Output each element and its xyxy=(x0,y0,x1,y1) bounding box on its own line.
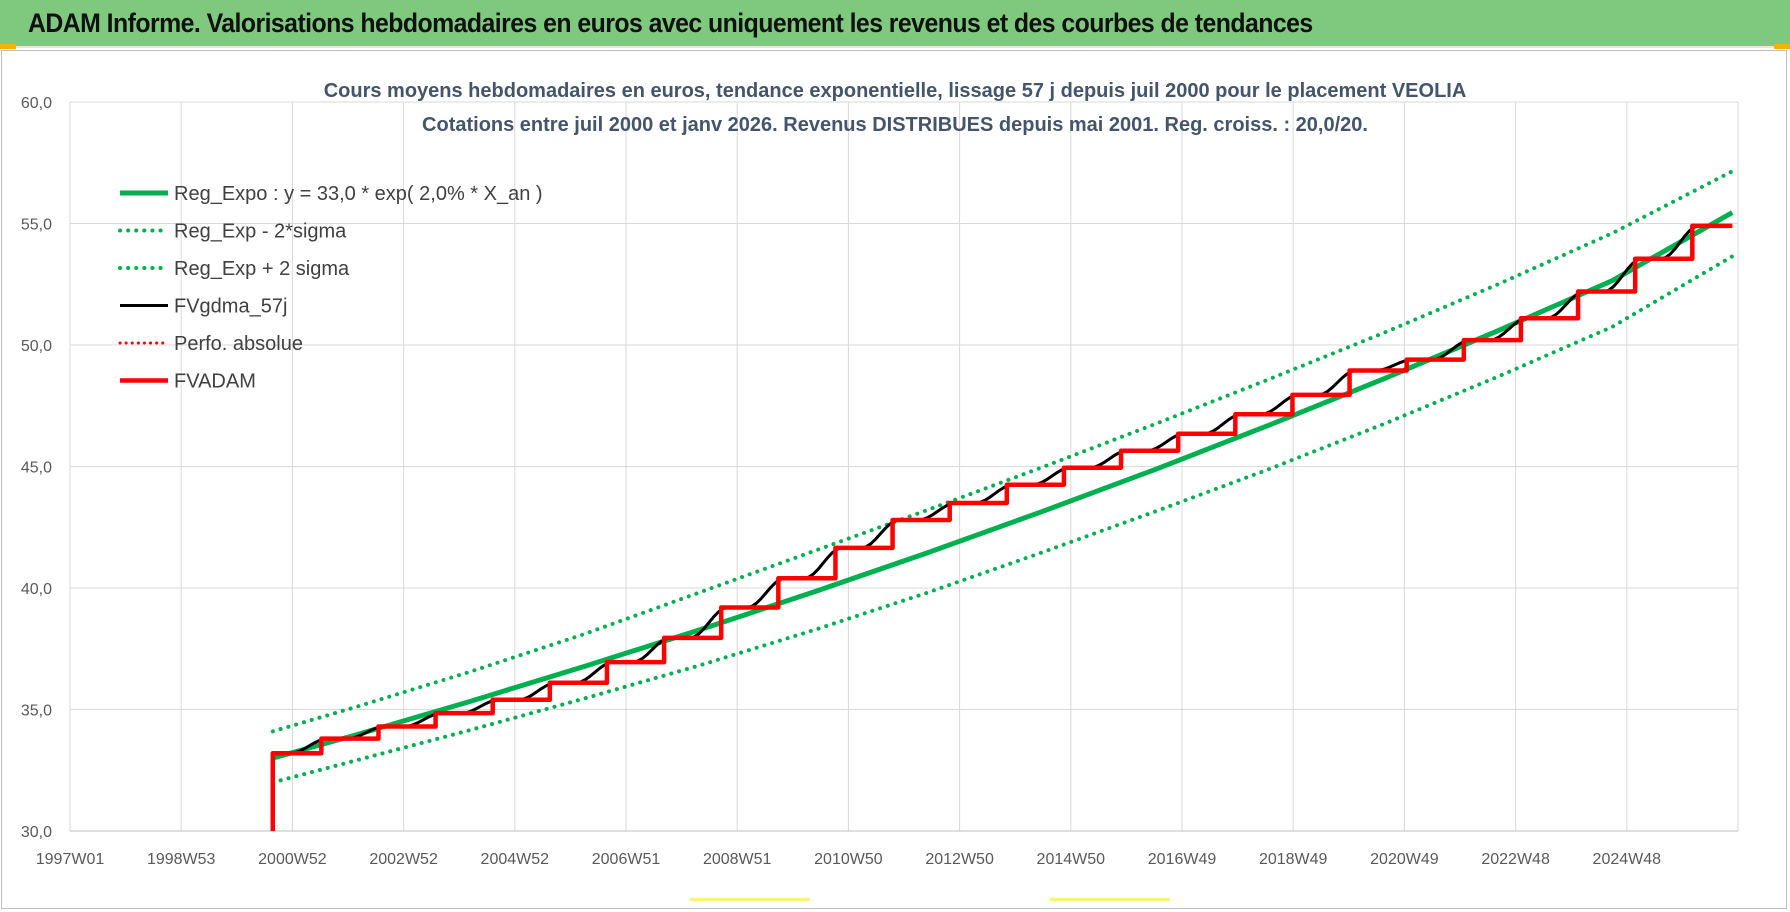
legend-label: FVADAM xyxy=(174,371,256,393)
legend-reg-exp-plus: Reg_Exp + 2 sigma xyxy=(118,258,350,280)
legend-perfo-absolue: Perfo. absolue xyxy=(118,333,303,355)
legend-fvgdma: FVgdma_57j xyxy=(120,296,287,318)
x-tick-label: 2024W48 xyxy=(1593,851,1662,868)
x-tick-label: 2014W50 xyxy=(1037,851,1106,868)
bottom-accent-left xyxy=(690,898,810,901)
y-tick-label: 45,0 xyxy=(21,460,52,477)
y-tick-label: 55,0 xyxy=(21,217,52,234)
bottom-accent-right xyxy=(1050,898,1170,901)
legend-fvadam: FVADAM xyxy=(120,371,256,393)
legend-label: Perfo. absolue xyxy=(174,333,303,355)
x-tick-label: 2012W50 xyxy=(925,851,994,868)
legend-label: Reg_Expo : y = 33,0 * exp( 2,0% * X_an ) xyxy=(174,183,543,205)
grid-lines xyxy=(69,101,1739,832)
legend-label: FVgdma_57j xyxy=(174,296,287,318)
y-tick-label: 50,0 xyxy=(21,338,52,355)
chart-frame xyxy=(1,50,1787,909)
reg-exp-plus-line xyxy=(270,169,1735,734)
left-corner-accent xyxy=(0,44,16,49)
y-tick-label: 60,0 xyxy=(21,95,52,112)
axis-ticks: 1997W01 1998W53 2000W52 2002W52 2004W52 2006W… xyxy=(21,95,1661,868)
x-tick-label: 2020W49 xyxy=(1370,851,1439,868)
series-lines xyxy=(270,169,1735,831)
x-tick-label: 2000W52 xyxy=(258,851,327,868)
reg-exp-minus-line xyxy=(270,254,1735,785)
report-header-banner: ADAM Informe. Valorisations hebdomadaire… xyxy=(0,0,1790,48)
legend: Reg_Expo : y = 33,0 * exp( 2,0% * X_an )… xyxy=(118,183,543,393)
x-tick-label: 1997W01 xyxy=(36,851,105,868)
legend-label: Reg_Exp + 2 sigma xyxy=(174,258,350,280)
x-tick-label: 2002W52 xyxy=(369,851,438,868)
reg-expo-line xyxy=(272,210,1734,761)
legend-reg-expo: Reg_Expo : y = 33,0 * exp( 2,0% * X_an ) xyxy=(120,183,543,205)
right-corner-accent xyxy=(1774,44,1790,49)
x-tick-label: 2018W49 xyxy=(1259,851,1328,868)
chart-title: Cours moyens hebdomadaires en euros, ten… xyxy=(324,80,1467,102)
fvadam-line xyxy=(270,223,1733,831)
fvgdma-line xyxy=(272,224,1733,755)
x-tick-label: 2016W49 xyxy=(1148,851,1217,868)
x-tick-label: 2004W52 xyxy=(481,851,550,868)
y-tick-label: 30,0 xyxy=(21,824,52,841)
x-tick-label: 2022W48 xyxy=(1481,851,1550,868)
x-tick-label: 2006W51 xyxy=(592,851,661,868)
report-title: ADAM Informe. Valorisations hebdomadaire… xyxy=(28,8,1313,38)
x-tick-label: 2008W51 xyxy=(703,851,772,868)
legend-label: Reg_Exp - 2*sigma xyxy=(174,221,347,243)
chart-subtitle: Cotations entre juil 2000 et janv 2026. … xyxy=(422,114,1368,136)
y-tick-label: 40,0 xyxy=(21,581,52,598)
legend-reg-exp-minus: Reg_Exp - 2*sigma xyxy=(118,221,347,243)
y-tick-label: 35,0 xyxy=(21,703,52,720)
x-tick-label: 2010W50 xyxy=(814,851,883,868)
x-tick-label: 1998W53 xyxy=(147,851,216,868)
